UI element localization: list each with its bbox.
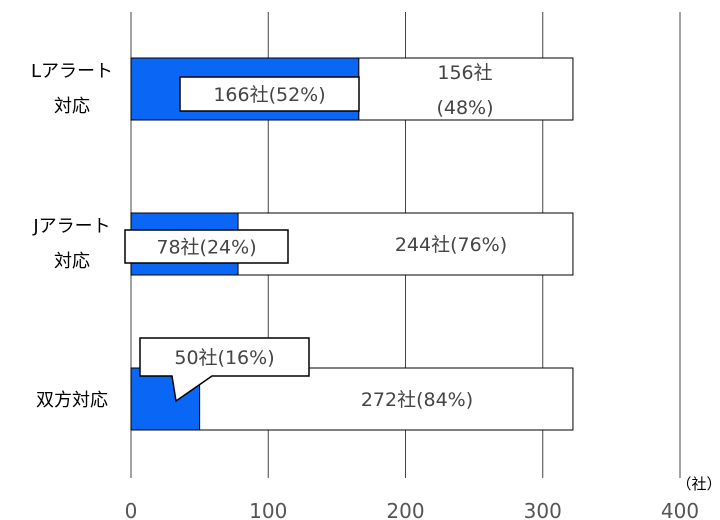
bar-segment-rest bbox=[199, 367, 574, 431]
x-tick-label: 400 bbox=[661, 499, 699, 520]
rest-value-label: 244社(76%) bbox=[395, 234, 507, 256]
callout-box bbox=[124, 229, 289, 264]
category-label: 対応 bbox=[54, 96, 90, 117]
category-label: 双方対応 bbox=[36, 390, 108, 411]
highlight-value-label: 50社(16%) bbox=[174, 347, 274, 369]
category-label: Lアラート bbox=[31, 61, 113, 82]
rest-value-label: 272社(84%) bbox=[361, 389, 473, 411]
x-tick-label: 100 bbox=[249, 499, 287, 520]
unit-label: （社） bbox=[676, 475, 720, 493]
callouts: 166社(52%) 78社(24%) 50社(16%) bbox=[124, 76, 360, 403]
highlight-value-label: 166社(52%) bbox=[213, 84, 325, 106]
callout-bubble bbox=[139, 337, 310, 403]
rest-value-label: (48%) bbox=[436, 97, 493, 119]
category-label: 対応 bbox=[54, 251, 90, 272]
callout-box bbox=[179, 76, 360, 112]
x-tick-label: 200 bbox=[386, 499, 424, 520]
highlight-value-label: 78社(24%) bbox=[156, 237, 256, 259]
category-label: Jアラート bbox=[32, 216, 110, 237]
rest-value-label: 156社 bbox=[437, 62, 492, 84]
x-tick-label: 0 bbox=[125, 499, 138, 520]
x-tick-label: 300 bbox=[524, 499, 562, 520]
x-tick-labels: 0 100 200 300 400 bbox=[125, 499, 699, 520]
